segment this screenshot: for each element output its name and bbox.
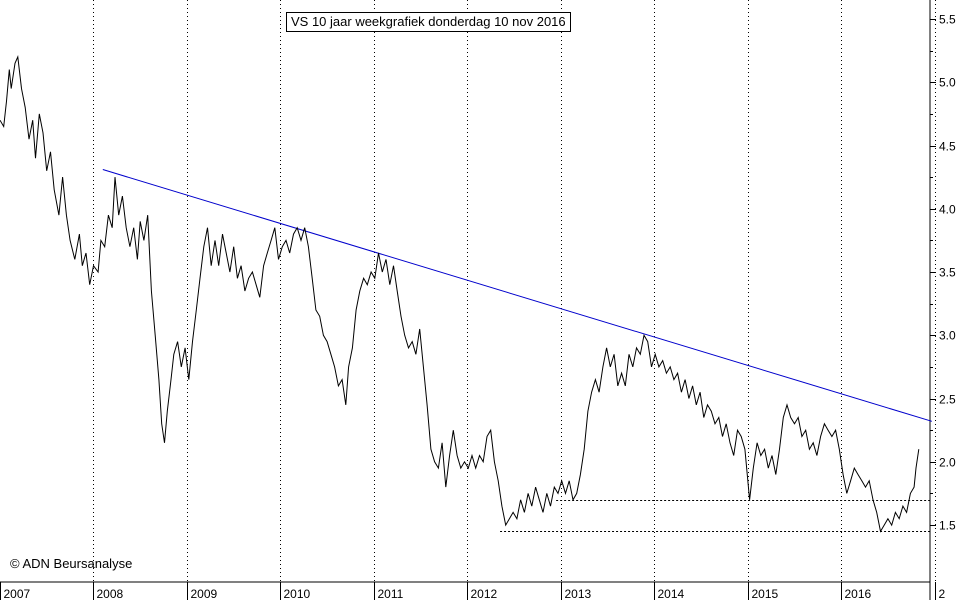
x-tick-label: 2015 bbox=[752, 587, 779, 600]
year-grid bbox=[93, 0, 936, 582]
x-tick-label: 2010 bbox=[284, 587, 311, 600]
credit-text: © ADN Beursanalyse bbox=[10, 556, 133, 571]
x-axis-ticks: 2007 2008 2009 2010 2011 2012 2013 2014 2015 2016… bbox=[0, 582, 946, 600]
y-tick-label: 5.0 bbox=[939, 76, 956, 90]
y-tick-label: 1.5 bbox=[939, 519, 956, 533]
chart-title: VS 10 jaar weekgrafiek donderdag 10 nov … bbox=[286, 12, 571, 32]
x-tick-label: 2014 bbox=[658, 587, 685, 600]
price-line bbox=[0, 55, 920, 533]
y-tick-label: 4.5 bbox=[939, 140, 956, 154]
y-tick-label: 3.5 bbox=[939, 266, 956, 280]
y-axis-ticks: 1.5 2.0 2.5 3.0 3.5 4.0 4.5 5.0 5.5 bbox=[930, 13, 956, 533]
x-tick-label: 2007 bbox=[4, 587, 31, 600]
y-tick-label: 4.0 bbox=[939, 203, 956, 217]
x-tick-label: 2009 bbox=[191, 587, 218, 600]
y-tick-label: 2.5 bbox=[939, 393, 956, 407]
y-tick-label: 3.0 bbox=[939, 329, 956, 343]
y-tick-label: 5.5 bbox=[939, 13, 956, 27]
trendline bbox=[102, 169, 933, 422]
x-tick-label: 2012 bbox=[471, 587, 498, 600]
x-tick-label: 2011 bbox=[378, 587, 404, 600]
x-tick-label: 2013 bbox=[565, 587, 592, 600]
x-tick-label: 2 bbox=[939, 587, 946, 600]
x-tick-label: 2016 bbox=[845, 587, 872, 600]
x-tick-label: 2008 bbox=[97, 587, 124, 600]
support-lines bbox=[500, 500, 932, 532]
y-tick-label: 2.0 bbox=[939, 456, 956, 470]
